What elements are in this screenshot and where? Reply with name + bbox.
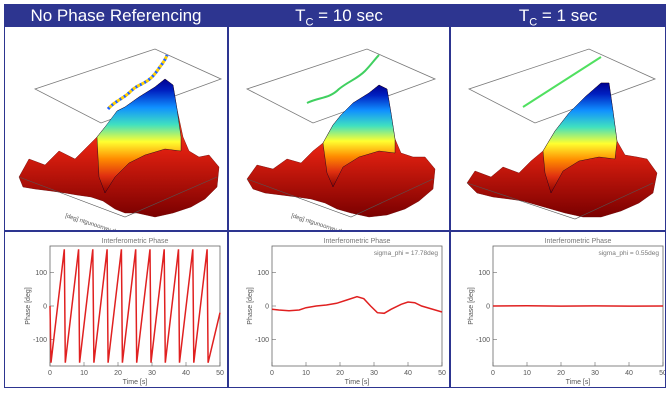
x-tick-label: 40 xyxy=(404,370,412,377)
chart-title: Interferometric Phase xyxy=(102,238,169,245)
surface-plot-3 xyxy=(466,48,658,220)
x-tick-label: 0 xyxy=(491,370,495,377)
projection-plane xyxy=(245,48,437,124)
x-tick-label: 40 xyxy=(182,370,190,377)
x-tick-label: 30 xyxy=(370,370,378,377)
x-tick-label: 50 xyxy=(659,370,665,377)
surface-plot-2: [deg] ntgunoonwy dqenumeu xyxy=(245,48,437,230)
x-tick-label: 10 xyxy=(302,370,310,377)
panel-title-tail: = 1 sec xyxy=(537,6,598,25)
phase-series-line xyxy=(271,295,443,315)
projected-phase-trace xyxy=(306,54,380,104)
x-tick-label: 20 xyxy=(557,370,565,377)
figure-frame: No Phase Referencing TC = 10 sec TC = 1 … xyxy=(4,4,666,388)
x-tick-label: 10 xyxy=(80,370,88,377)
sigma-annotation: sigma_phi = 17.78deg xyxy=(374,250,439,257)
row-divider xyxy=(5,230,665,232)
panel-title-2: TC = 10 sec xyxy=(229,5,449,29)
x-tick-label: 30 xyxy=(148,370,156,377)
panel-divider xyxy=(227,5,229,387)
x-tick-label: 40 xyxy=(625,370,633,377)
surface-axis xyxy=(18,176,218,218)
x-tick-label: 0 xyxy=(270,370,274,377)
x-tick-label: 0 xyxy=(48,370,52,377)
y-axis-label: Phase [deg] xyxy=(468,287,475,324)
x-tick-label: 20 xyxy=(114,370,122,377)
surface-plot-1: [deg] ntgunoonwy dqenumeu xyxy=(18,48,223,230)
y-tick-label: 100 xyxy=(257,270,269,277)
panel-title-1: No Phase Referencing xyxy=(5,5,227,27)
x-tick-label: 30 xyxy=(591,370,599,377)
y-tick-label: 100 xyxy=(35,270,47,277)
y-tick-label: 100 xyxy=(478,270,490,277)
y-tick-label: 0 xyxy=(265,304,269,311)
x-axis-label: Time [s] xyxy=(566,379,591,386)
surface-peak xyxy=(322,84,396,188)
surface-peak xyxy=(96,78,182,194)
surface-peak xyxy=(542,82,618,194)
y-axis-label: Phase [deg] xyxy=(25,287,32,324)
y-axis-label: Phase [deg] xyxy=(247,287,254,324)
panel-title-text: T xyxy=(518,6,530,25)
panel-title-text: No Phase Referencing xyxy=(30,6,202,25)
y-tick-label: -100 xyxy=(33,337,47,344)
x-tick-label: 50 xyxy=(438,370,446,377)
surface-axis xyxy=(246,178,434,218)
chart-title: Interferometric Phase xyxy=(324,238,391,245)
panel-title-tail: = 10 sec xyxy=(313,6,383,25)
projected-phase-trace xyxy=(522,56,602,108)
panel-title-subscript: C xyxy=(305,16,314,29)
surface-axis-label: [deg] ntgunoonwy dqenumeu xyxy=(290,213,365,230)
panel-divider xyxy=(449,5,451,387)
x-axis-label: Time [s] xyxy=(123,379,148,386)
panel-title-text: T xyxy=(295,6,306,25)
y-tick-label: 0 xyxy=(486,304,490,311)
phase-series-line xyxy=(49,249,221,363)
x-axis-label: Time [s] xyxy=(345,379,370,386)
projection-plane xyxy=(467,48,657,124)
y-tick-label: -100 xyxy=(255,337,269,344)
x-tick-label: 50 xyxy=(216,370,224,377)
surface-plots: [deg] ntgunoonwy dqenumeu [deg] ntgunoon… xyxy=(18,48,658,230)
projected-phase-trace-alt xyxy=(106,54,169,111)
projection-plane xyxy=(33,48,223,124)
plot-area xyxy=(49,245,221,367)
panel-title-subscript: C xyxy=(529,16,538,29)
plot-area xyxy=(271,245,443,367)
sigma-annotation: sigma_phi = 0.55deg xyxy=(598,250,659,257)
y-tick-label: -100 xyxy=(476,337,490,344)
panel-title-3: TC = 1 sec xyxy=(451,5,665,29)
surface-axis xyxy=(466,182,654,220)
y-tick-label: 0 xyxy=(43,304,47,311)
chart-title: Interferometric Phase xyxy=(545,238,612,245)
x-tick-label: 10 xyxy=(523,370,531,377)
x-tick-label: 20 xyxy=(336,370,344,377)
